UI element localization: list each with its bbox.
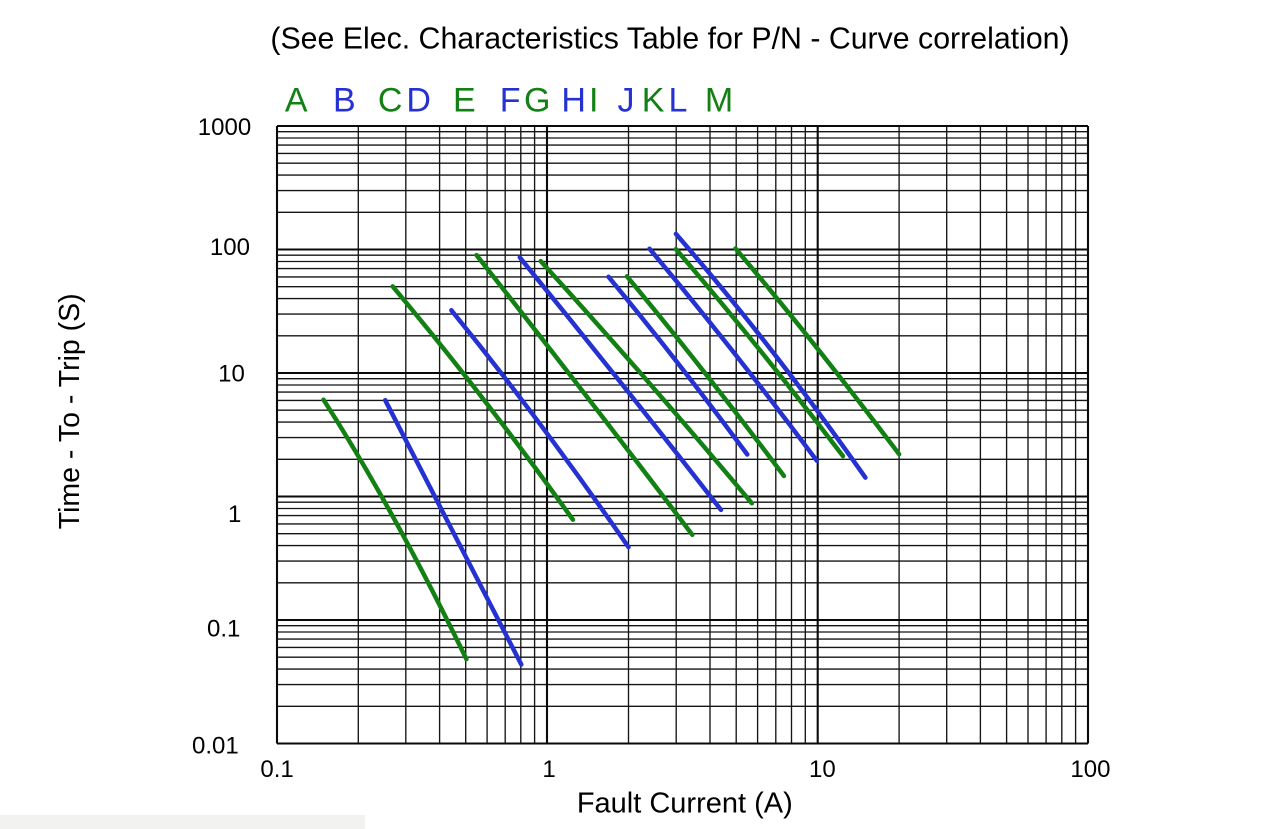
svg-text:1: 1: [228, 501, 241, 528]
svg-text:H: H: [561, 82, 586, 120]
svg-text:0.01: 0.01: [192, 733, 239, 760]
svg-text:E: E: [453, 82, 476, 120]
svg-text:I: I: [589, 82, 598, 120]
svg-text:10: 10: [809, 756, 836, 783]
svg-text:L: L: [668, 82, 687, 120]
svg-text:0.1: 0.1: [207, 615, 240, 642]
svg-text:M: M: [705, 82, 733, 120]
svg-text:K: K: [642, 82, 665, 120]
svg-text:100: 100: [210, 234, 250, 261]
svg-text:A: A: [285, 82, 308, 120]
svg-text:(See Elec. Characteristics Tab: (See Elec. Characteristics Table for P/N…: [270, 22, 1069, 55]
svg-text:J: J: [618, 82, 635, 120]
svg-text:G: G: [524, 82, 550, 120]
svg-text:0.1: 0.1: [260, 756, 293, 783]
svg-text:F: F: [500, 82, 521, 120]
svg-text:1: 1: [542, 756, 555, 783]
svg-text:B: B: [333, 82, 356, 120]
svg-text:Time - To - Trip (S): Time - To - Trip (S): [54, 293, 86, 529]
svg-text:D: D: [406, 82, 431, 120]
svg-text:Fault Current (A): Fault Current (A): [577, 788, 793, 820]
svg-text:1000: 1000: [198, 114, 251, 141]
svg-text:C: C: [378, 82, 403, 120]
svg-text:10: 10: [218, 360, 245, 387]
svg-text:100: 100: [1070, 756, 1110, 783]
